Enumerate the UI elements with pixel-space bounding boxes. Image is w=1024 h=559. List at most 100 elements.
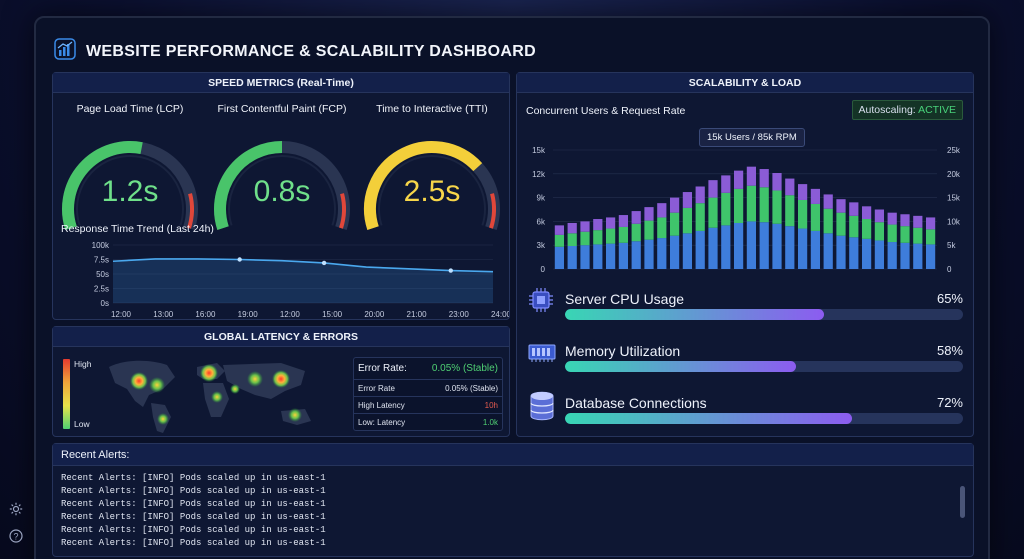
resource-database: Database Connections 72% — [517, 387, 973, 427]
users-bar — [836, 199, 846, 213]
users-bar — [733, 222, 744, 269]
autoscaling-badge[interactable]: Autoscaling: ACTIVE — [851, 100, 963, 120]
users-bar — [618, 215, 629, 227]
users-bar — [605, 228, 616, 244]
trend-x-tick: 21:00 — [407, 310, 428, 319]
users-bar — [708, 227, 718, 269]
users-bar — [669, 212, 680, 236]
error-row-value: 10h — [484, 400, 498, 410]
users-bar — [874, 222, 885, 241]
trend-y-tick: 0s — [101, 299, 109, 308]
database-bar — [565, 413, 963, 424]
users-y-right-tick: 25k — [947, 146, 961, 155]
users-bar — [913, 215, 923, 228]
users-bar — [708, 197, 718, 228]
chart-tooltip: 15k Users / 85k RPM — [699, 128, 805, 147]
users-bar — [785, 178, 795, 196]
users-bar — [785, 195, 795, 227]
alerts-scrollbar[interactable] — [960, 486, 965, 518]
scalability-title: SCALABILITY & LOAD — [517, 73, 973, 93]
alert-line: Recent Alerts: [INFO] Pods scaled up in … — [61, 486, 326, 496]
users-bar — [759, 187, 769, 223]
users-bar — [746, 185, 757, 222]
cpu-bar — [565, 309, 963, 320]
users-bar — [759, 169, 769, 188]
users-y-left-tick: 0 — [541, 265, 546, 274]
gauge-value-tti: 2.5s — [403, 175, 461, 208]
gauge-value-fcp: 0.8s — [253, 175, 311, 208]
legend-high-label: High — [74, 359, 92, 369]
users-y-left-tick: 15k — [532, 146, 546, 155]
users-bar — [836, 212, 846, 236]
gauge-label-fcp: First Contentful Paint (FCP) — [217, 103, 347, 115]
alert-line: Recent Alerts: [INFO] Pods scaled up in … — [61, 512, 326, 522]
users-bar — [759, 222, 769, 269]
page-title: WEBSITE PERFORMANCE & SCALABILITY DASHBO… — [86, 42, 536, 60]
users-bar — [810, 188, 821, 204]
error-row-label: High Latency — [358, 400, 405, 410]
error-row-value: 0.05% (Stable) — [445, 383, 498, 393]
users-bar — [669, 235, 680, 269]
gauge-label-lcp: Page Load Time (LCP) — [76, 103, 184, 115]
users-bar — [682, 233, 693, 269]
error-table: Error Rate: 0.05% (Stable) Error Rate 0.… — [353, 357, 503, 431]
alert-line: Recent Alerts: [INFO] Pods scaled up in … — [61, 499, 326, 509]
users-bar — [682, 207, 693, 234]
alert-line: Recent Alerts: [INFO] Pods scaled up in … — [61, 538, 326, 548]
database-bar-fill — [565, 413, 852, 424]
trend-x-tick: 19:00 — [238, 310, 259, 319]
database-label: Database Connections — [565, 395, 707, 411]
users-bar — [849, 202, 859, 216]
gauges — [62, 141, 500, 231]
users-bar — [682, 192, 693, 208]
trend-y-tick: 100k — [92, 241, 110, 250]
error-table-row: High Latency 10h — [354, 396, 502, 413]
users-bar — [900, 242, 910, 269]
error-rate-header-label: Error Rate: — [358, 363, 407, 374]
users-bar — [861, 238, 872, 269]
users-bar — [618, 226, 629, 243]
users-bar — [580, 221, 590, 232]
error-rate-header-value: 0.05% (Stable) — [431, 363, 498, 374]
help-icon[interactable]: ? — [9, 529, 23, 548]
memory-bar — [565, 361, 963, 372]
users-bar — [900, 214, 910, 227]
users-bar — [746, 166, 757, 186]
users-bar — [797, 199, 808, 229]
users-bar — [913, 227, 923, 244]
users-bar — [695, 230, 705, 269]
trend-x-tick: 24:00 — [491, 310, 509, 319]
trend-y-tick: 2.5s — [94, 285, 109, 294]
global-latency-title: GLOBAL LATENCY & ERRORS — [53, 327, 509, 347]
users-bar — [733, 170, 744, 189]
error-row-value: 1.0k — [482, 417, 498, 427]
chart-tooltip-text: 15k Users / 85k RPM — [707, 132, 797, 143]
gauge-redzone — [339, 193, 346, 229]
users-bar — [772, 190, 782, 224]
legend-low-label: Low — [74, 419, 90, 429]
resource-memory: Memory Utilization 58% — [517, 335, 973, 375]
users-y-right-tick: 10k — [947, 217, 961, 226]
users-bar — [593, 230, 603, 245]
cpu-label: Server CPU Usage — [565, 291, 685, 307]
world-heat-map — [109, 360, 311, 433]
users-bar — [631, 223, 641, 242]
users-bar — [708, 180, 718, 198]
svg-text:?: ? — [13, 532, 18, 542]
database-percent: 72% — [936, 395, 963, 410]
users-bar — [593, 244, 603, 269]
users-bar — [695, 203, 705, 231]
gauge-fill — [62, 141, 143, 231]
users-bar — [721, 192, 731, 226]
trend-area — [113, 258, 493, 303]
gauge-fill — [214, 141, 283, 231]
autoscaling-status: ACTIVE — [918, 104, 956, 116]
cpu-percent: 65% — [936, 291, 963, 306]
users-y-right-tick: 15k — [947, 194, 961, 203]
users-bar — [861, 206, 872, 220]
users-bar — [618, 242, 629, 269]
users-y-right-tick: 0 — [947, 265, 952, 274]
alerts-log[interactable]: Recent Alerts: [INFO] Pods scaled up in … — [61, 472, 326, 550]
settings-icon[interactable] — [9, 502, 23, 521]
